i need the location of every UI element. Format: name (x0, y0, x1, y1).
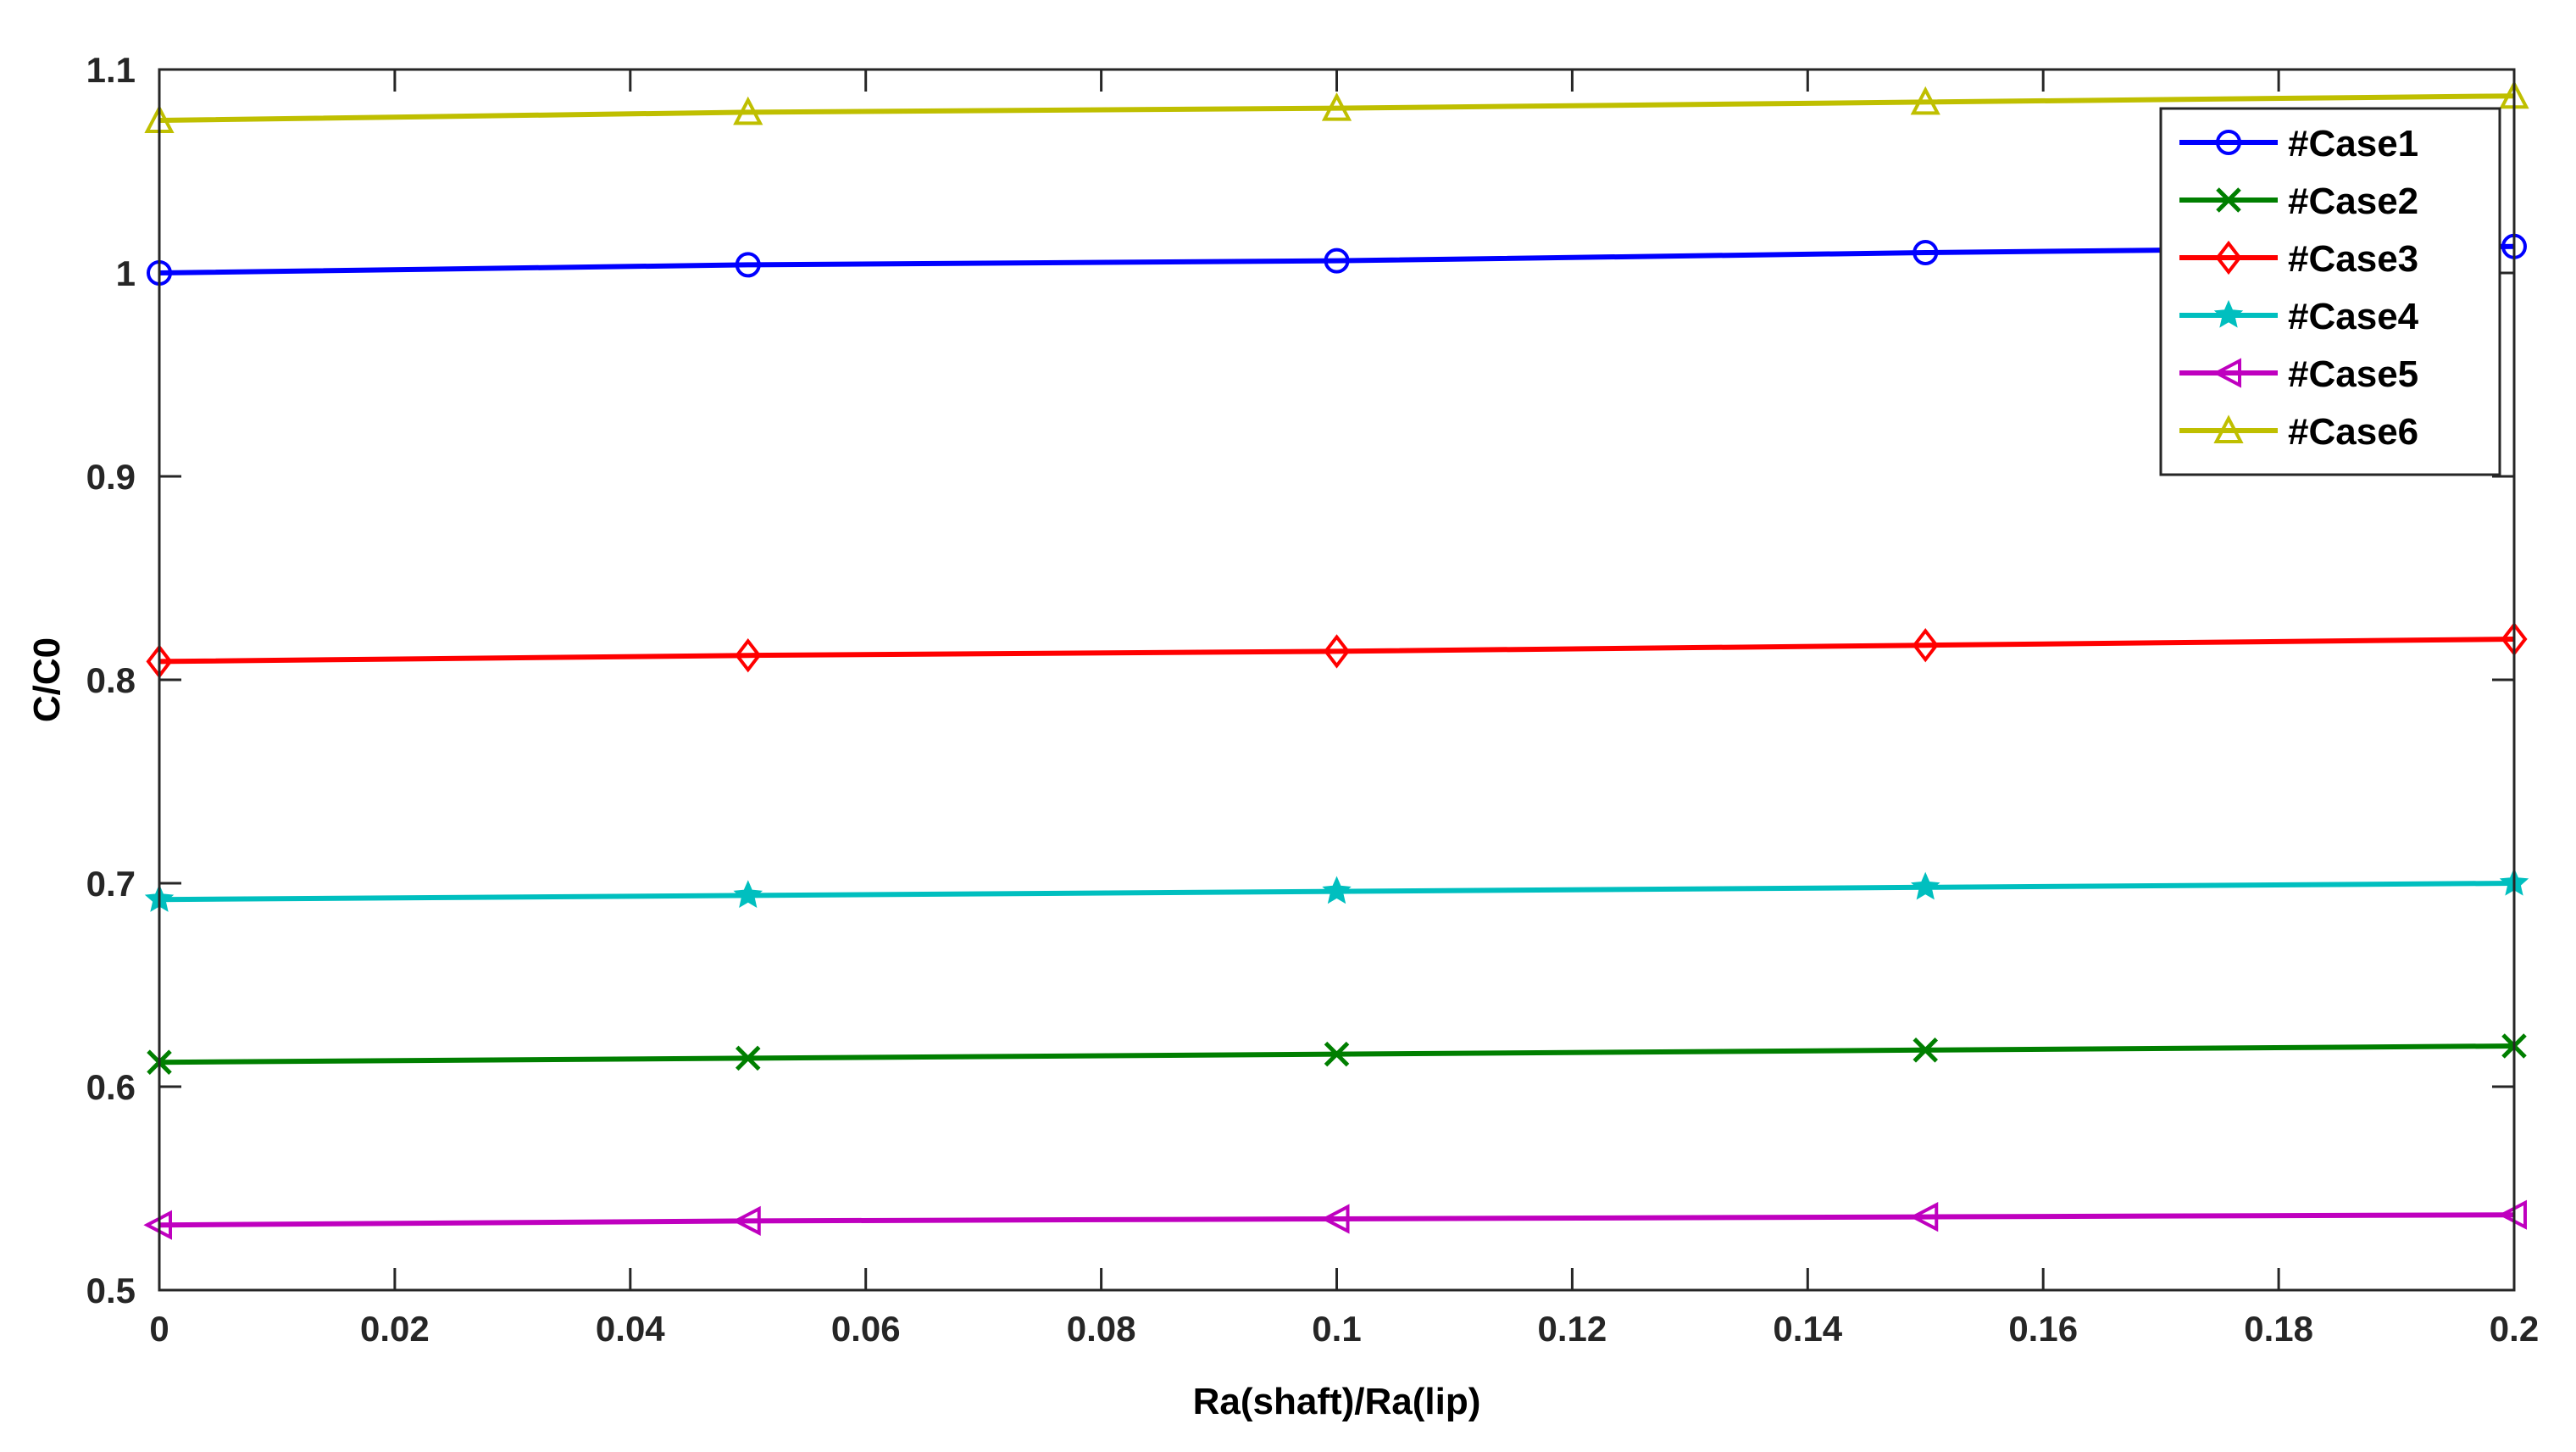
data-point (735, 1045, 761, 1071)
y-tick-label: 0.7 (86, 864, 136, 904)
y-tick-label: 1.1 (86, 50, 136, 90)
data-point (2212, 358, 2241, 388)
y-tick-label: 0.8 (86, 660, 136, 700)
data-point (1323, 634, 1351, 669)
legend-label: #Case3 (2288, 238, 2418, 280)
legend-label: #Case5 (2288, 353, 2418, 395)
x-tick-label: 0 (149, 1309, 169, 1349)
x-tick-label: 0.12 (1538, 1309, 1607, 1349)
x-tick-label: 0.08 (1067, 1309, 1136, 1349)
y-axis-label: C/C0 (26, 637, 68, 722)
x-tick-label: 0.1 (1312, 1309, 1361, 1349)
data-point (735, 638, 762, 673)
x-tick-label: 0.06 (831, 1309, 901, 1349)
data-point (732, 1205, 761, 1237)
y-tick-label: 1 (116, 253, 136, 293)
data-point (733, 96, 763, 125)
data-point (1321, 92, 1352, 121)
legend-item: #Case3 (2179, 238, 2418, 280)
series-2 (147, 1033, 2527, 1075)
data-point (733, 880, 763, 909)
plot-frame (158, 68, 2516, 1292)
data-point (1913, 240, 1939, 265)
x-tick-label: 0.04 (596, 1309, 665, 1349)
legend-item: #Case4 (2179, 296, 2419, 337)
x-tick-label: 0.14 (1773, 1309, 1842, 1349)
series-line (158, 243, 2515, 275)
legend-label: #Case1 (2288, 123, 2418, 164)
data-point (1322, 876, 1352, 904)
x-tick-label: 0.16 (2008, 1309, 2078, 1349)
data-point (1320, 1204, 1350, 1234)
legend-item: #Case5 (2179, 353, 2418, 395)
y-tick-labels: 0.5 0.6 0.7 0.8 0.9 1 1.1 (86, 50, 136, 1310)
legend-item: #Case6 (2179, 411, 2418, 453)
x-tick-label: 0.2 (2490, 1309, 2539, 1349)
data-point (1910, 86, 1940, 115)
legend: #Case1 #Case2 #Case3 #Case4 #Case5 #Case6 (2159, 107, 2501, 476)
series-line (158, 637, 2515, 665)
x-axis-label: Ra(shaft)/Ra(lip) (1193, 1381, 1481, 1422)
data-point (2216, 130, 2241, 155)
data-point (2215, 240, 2242, 275)
legend-box (2159, 107, 2501, 476)
data-point (1910, 871, 1940, 900)
legend-item: #Case1 (2179, 123, 2418, 164)
data-point (1324, 1041, 1350, 1067)
data-point (735, 252, 761, 278)
series-line (158, 1212, 2515, 1228)
x-tick-label: 0.02 (360, 1309, 430, 1349)
legend-label: #Case6 (2288, 411, 2418, 453)
y-tick-label: 0.5 (86, 1271, 136, 1310)
data-point (1324, 248, 1350, 274)
data-point (1912, 628, 1939, 663)
data-point (2216, 187, 2241, 213)
legend-label: #Case4 (2288, 296, 2419, 337)
x-tick-labels: 0 0.02 0.04 0.06 0.08 0.1 0.12 0.14 0.16 0.18 0.2 (149, 1309, 2539, 1349)
data-point (2213, 414, 2244, 443)
data-point (2213, 299, 2244, 328)
x-tick-label: 0.18 (2244, 1309, 2313, 1349)
y-tick-label: 0.9 (86, 457, 136, 497)
legend-label: #Case2 (2288, 181, 2418, 222)
data-point (1909, 1201, 1939, 1232)
legend-item: #Case2 (2179, 181, 2418, 222)
y-tick-label: 0.6 (86, 1067, 136, 1107)
series-line (158, 93, 2515, 123)
data-point (1913, 1038, 1939, 1063)
